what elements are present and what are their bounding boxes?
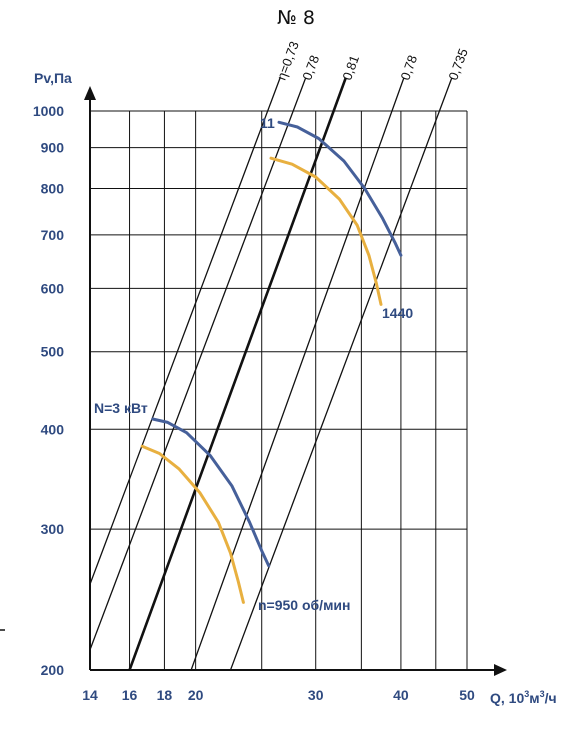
y-tick-800: 800 <box>41 181 65 197</box>
x-tick-18: 18 <box>157 687 173 703</box>
annotation-1440: 1440 <box>382 305 413 321</box>
annotation-speed: n=950 об/мин <box>258 597 350 613</box>
x-axis-label-part-2: м <box>529 690 539 706</box>
x-tick-40: 40 <box>393 687 409 703</box>
x-axis-label-sup-1: 3 <box>524 689 529 699</box>
x-tick-20: 20 <box>188 687 204 703</box>
efficiency-line-1 <box>90 77 281 585</box>
y-axis-label: Pv,Па <box>34 70 72 86</box>
efficiency-label-5: 0,735 <box>445 46 470 82</box>
y-tick-1000: 1000 <box>33 103 64 119</box>
chart-title: № 8 <box>277 7 315 29</box>
efficiency-line-4 <box>190 77 405 670</box>
efficiency-line-5 <box>229 77 453 670</box>
efficiency-lines <box>90 77 453 670</box>
x-axis-label: Q, 103м3/ч <box>490 689 557 706</box>
curve-3 <box>277 120 403 257</box>
x-axis-label-part-1: Q, 10 <box>490 690 524 706</box>
efficiency-label-1: η=0,73 <box>274 39 302 82</box>
x-tick-14: 14 <box>82 687 98 703</box>
x-axis-label-sup-2: 3 <box>540 689 545 699</box>
y-tick-500: 500 <box>41 344 65 360</box>
y-tick-600: 600 <box>41 280 65 296</box>
series-group <box>140 120 403 604</box>
curve-4 <box>269 156 383 306</box>
y-tick-300: 300 <box>41 521 65 537</box>
x-tick-30: 30 <box>308 687 324 703</box>
y-tick-400: 400 <box>41 421 65 437</box>
y-axis-arrow <box>84 86 96 100</box>
efficiency-label-3: 0,81 <box>339 53 362 82</box>
y-tick-200: 200 <box>41 662 65 678</box>
curve-1 <box>151 417 271 568</box>
efficiency-label-4: 0,78 <box>397 53 420 82</box>
annotation-power: N=3 кВт <box>94 400 148 416</box>
y-tick-700: 700 <box>41 227 65 243</box>
x-tick-50: 50 <box>459 687 475 703</box>
grid <box>90 110 468 670</box>
x-axis-label-part-3: /ч <box>545 690 557 706</box>
curve-2 <box>140 444 245 604</box>
efficiency-line-3 <box>128 77 347 670</box>
tick-labels: 14 16 18 20 30 40 50 200 300 400 500 600 700 800 900 10… <box>33 103 475 703</box>
annotation-11: 11 <box>260 115 275 131</box>
axes <box>84 86 507 676</box>
x-axis-arrow <box>494 664 507 676</box>
x-tick-16: 16 <box>122 687 138 703</box>
y-tick-900: 900 <box>41 140 65 156</box>
efficiency-label-2: 0,78 <box>299 53 322 82</box>
efficiency-line-2 <box>90 77 307 650</box>
